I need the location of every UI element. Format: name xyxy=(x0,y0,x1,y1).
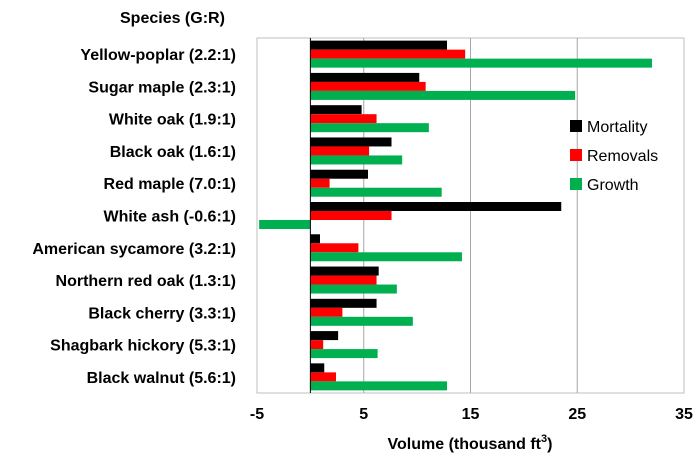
bar-removals-10 xyxy=(310,372,336,381)
bar-mortality-1 xyxy=(310,73,419,82)
bar-removals-8 xyxy=(310,308,342,317)
bar-growth-7 xyxy=(310,285,396,294)
bar-growth-10 xyxy=(310,381,447,390)
category-label-8: Black cherry (3.3:1) xyxy=(88,305,236,322)
x-tick-label-2: 15 xyxy=(462,406,480,423)
bar-mortality-6 xyxy=(310,234,320,243)
category-label-4: Red maple (7.0:1) xyxy=(104,176,236,193)
bar-mortality-9 xyxy=(310,331,338,340)
bar-removals-5 xyxy=(310,211,391,220)
bar-growth-4 xyxy=(310,188,441,197)
bar-growth-5 xyxy=(259,220,310,229)
bar-growth-2 xyxy=(310,123,428,132)
bar-removals-9 xyxy=(310,340,323,349)
category-header: Species (G:R) xyxy=(120,10,225,27)
bar-growth-3 xyxy=(310,155,402,164)
bar-removals-6 xyxy=(310,243,358,252)
x-tick-labels: -5 5 15 25 35 xyxy=(250,406,693,423)
x-tick-label-0: -5 xyxy=(250,406,264,423)
x-axis-title-close: ) xyxy=(547,436,552,453)
category-label-0: Yellow-poplar (2.2:1) xyxy=(80,47,236,64)
bar-removals-7 xyxy=(310,276,376,285)
bar-growth-6 xyxy=(310,252,462,261)
bar-growth-1 xyxy=(310,91,575,100)
legend: Mortality Removals Growth xyxy=(570,119,658,194)
category-label-1: Sugar maple (2.3:1) xyxy=(88,79,236,96)
bar-growth-8 xyxy=(310,317,412,326)
bar-mortality-7 xyxy=(310,267,378,276)
legend-swatch-growth xyxy=(570,178,582,190)
category-labels: Yellow-poplar (2.2:1) Sugar maple (2.3:1)… xyxy=(32,47,236,387)
category-label-10: Black walnut (5.6:1) xyxy=(87,370,236,387)
bar-mortality-2 xyxy=(310,105,361,114)
x-tick-label-3: 25 xyxy=(568,406,586,423)
x-axis-title: Volume (thousand ft3) xyxy=(388,433,553,453)
category-label-5: White ash (-0.6:1) xyxy=(104,209,236,226)
bar-growth-0 xyxy=(310,59,652,68)
category-label-3: Black oak (1.6:1) xyxy=(110,144,236,161)
legend-label-removals: Removals xyxy=(587,148,658,165)
bar-mortality-10 xyxy=(310,363,324,372)
bar-mortality-4 xyxy=(310,170,368,179)
bar-removals-1 xyxy=(310,82,425,91)
x-axis-title-main: Volume (thousand ft xyxy=(388,436,542,453)
bar-mortality-0 xyxy=(310,41,447,50)
bar-mortality-5 xyxy=(310,202,561,211)
x-tick-label-1: 5 xyxy=(359,406,368,423)
category-label-2: White oak (1.9:1) xyxy=(109,112,236,129)
legend-swatch-mortality xyxy=(570,120,582,132)
legend-label-growth: Growth xyxy=(587,177,639,194)
bar-mortality-3 xyxy=(310,137,391,146)
category-label-9: Shagbark hickory (5.3:1) xyxy=(50,338,236,355)
bar-removals-2 xyxy=(310,114,376,123)
bar-growth-9 xyxy=(310,349,377,358)
x-tick-label-4: 35 xyxy=(675,406,693,423)
category-label-6: American sycamore (3.2:1) xyxy=(32,241,236,258)
category-label-7: Northern red oak (1.3:1) xyxy=(56,273,236,290)
legend-swatch-removals xyxy=(570,149,582,161)
bar-mortality-8 xyxy=(310,299,376,308)
bar-removals-4 xyxy=(310,179,329,188)
legend-label-mortality: Mortality xyxy=(587,119,647,136)
bars xyxy=(259,41,652,391)
bar-removals-0 xyxy=(310,50,465,59)
bar-removals-3 xyxy=(310,146,369,155)
